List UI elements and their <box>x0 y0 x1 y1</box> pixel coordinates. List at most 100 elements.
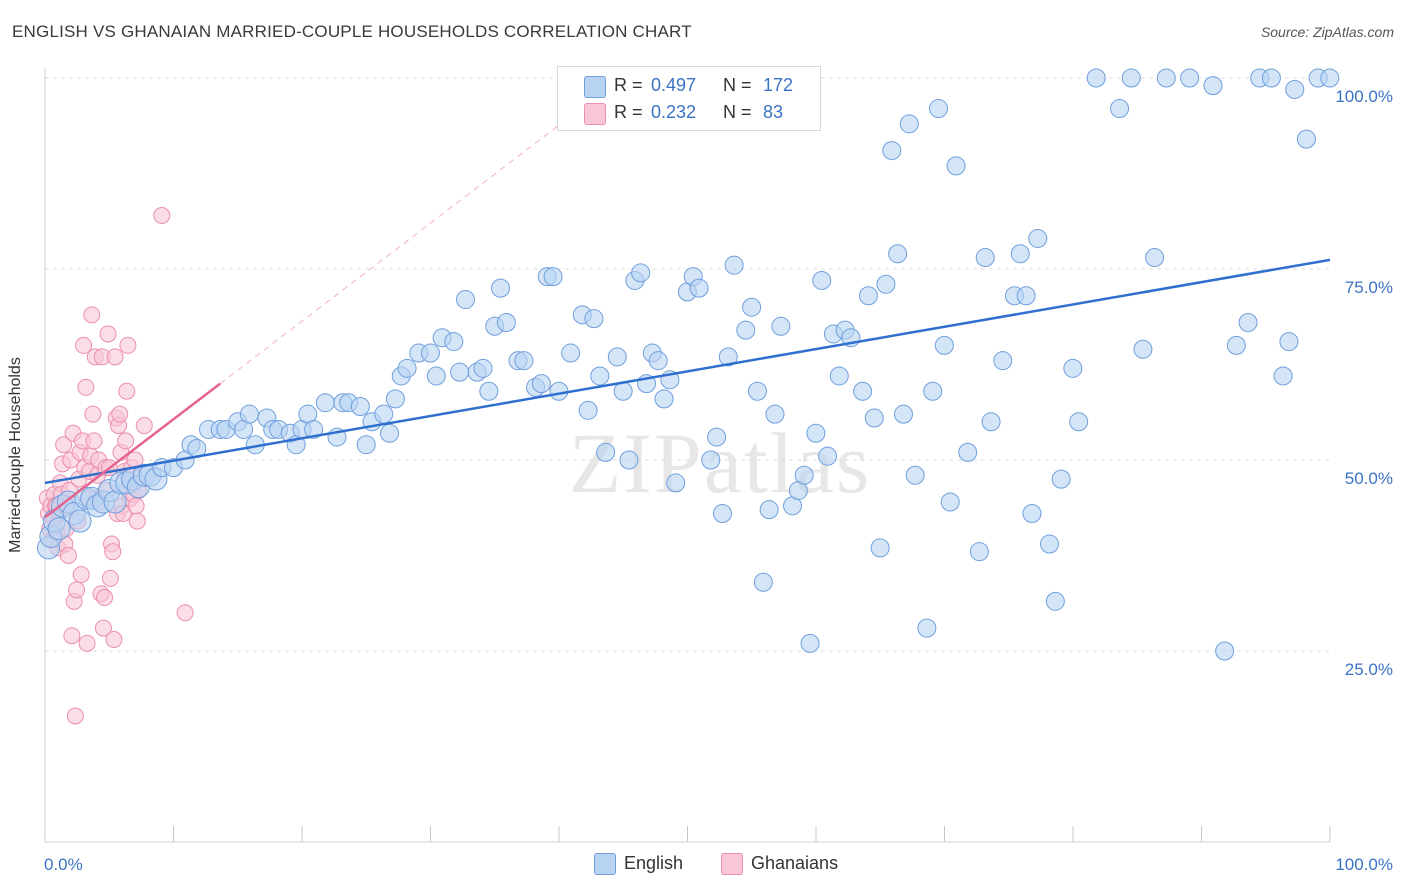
english-point <box>940 492 960 512</box>
ghanaians-point <box>128 512 146 530</box>
english-point <box>561 343 581 363</box>
ghanaians-point <box>118 382 136 400</box>
english-point <box>701 450 721 470</box>
english-point <box>648 351 668 371</box>
ghanaians-point <box>75 336 93 354</box>
ghanaians-legend-label: Ghanaians <box>751 853 839 873</box>
english-point <box>905 465 925 485</box>
english-point <box>496 312 516 332</box>
english-point <box>724 255 744 275</box>
english-point <box>818 446 838 466</box>
tick-labels: 25.0% 50.0% 75.0% 100.0% 0.0% 100.0% <box>44 87 1393 874</box>
english-point <box>742 297 762 317</box>
english-point <box>607 347 627 367</box>
english-point <box>876 274 896 294</box>
english-points <box>37 68 1340 661</box>
english-point <box>1273 366 1293 386</box>
english-point <box>531 374 551 394</box>
english-point <box>1110 99 1130 119</box>
ghanaians-n-label: N = <box>723 102 752 122</box>
english-point <box>596 442 616 462</box>
english-point <box>712 503 732 523</box>
ghanaians-point <box>119 336 137 354</box>
ghanaians-point <box>84 405 102 423</box>
english-point <box>103 490 127 514</box>
english-point <box>1016 286 1036 306</box>
ghanaians-point <box>55 436 73 454</box>
english-point <box>1039 534 1059 554</box>
ghanaians-point <box>59 547 77 564</box>
ghanaians-point <box>96 589 114 607</box>
y-tick-label-100: 100.0% <box>1335 87 1393 106</box>
ghanaians-n-value: 83 <box>763 102 784 122</box>
correlation-legend: R = 0.497 N = 172 R = 0.232 N = 83 <box>557 66 821 131</box>
english-point <box>385 389 405 409</box>
english-point <box>619 450 639 470</box>
english-point <box>707 427 727 447</box>
english-point <box>1069 412 1089 432</box>
english-point <box>1215 641 1235 661</box>
english-point <box>578 400 598 420</box>
ghanaians-legend-swatch <box>721 853 743 875</box>
english-point <box>864 408 884 428</box>
english-n-value: 172 <box>763 75 794 95</box>
english-point <box>420 343 440 363</box>
english-point <box>794 465 814 485</box>
english-point <box>1086 68 1106 88</box>
ghanaians-points <box>38 207 194 725</box>
english-point <box>397 358 417 378</box>
ghanaians-point <box>153 207 171 225</box>
english-point <box>759 500 779 520</box>
ghanaians-point <box>101 569 119 587</box>
english-swatch <box>584 76 606 98</box>
ghanaians-point <box>78 634 96 652</box>
english-point <box>1285 79 1305 99</box>
ghanaians-swatch <box>584 103 606 125</box>
english-point <box>1156 68 1176 88</box>
english-point <box>975 248 995 268</box>
ghanaians-trendline-extension <box>219 97 595 384</box>
english-point <box>1121 68 1141 88</box>
english-point <box>374 404 394 424</box>
english-legend-label: English <box>624 853 684 873</box>
english-point <box>946 156 966 176</box>
english-point <box>806 423 826 443</box>
english-point <box>549 381 569 401</box>
english-point <box>969 542 989 562</box>
y-tick-label-75: 75.0% <box>1345 278 1393 297</box>
ghanaians-point <box>68 581 86 599</box>
english-point <box>736 320 756 340</box>
ghanaians-point <box>105 631 123 649</box>
english-point <box>929 99 949 119</box>
english-point <box>239 404 259 424</box>
ghanaians-point <box>104 543 122 561</box>
english-point <box>455 290 475 310</box>
english-point <box>771 316 791 336</box>
english-point <box>666 473 686 493</box>
english-point <box>1320 68 1340 88</box>
english-point <box>870 538 890 558</box>
ghanaians-point <box>72 566 90 584</box>
english-point <box>1238 312 1258 332</box>
english-point <box>473 358 493 378</box>
ghanaians-point <box>135 417 153 435</box>
english-point <box>1180 68 1200 88</box>
english-point <box>315 393 335 413</box>
ghanaians-r-value: 0.232 <box>651 102 697 122</box>
english-point <box>426 366 446 386</box>
english-point <box>888 244 908 264</box>
source-label: Source: ZipAtlas.com <box>1260 24 1394 40</box>
english-point <box>350 397 370 417</box>
english-point <box>590 366 610 386</box>
ghanaians-point <box>176 604 194 622</box>
english-point <box>1022 503 1042 523</box>
english-point <box>68 509 92 533</box>
english-point <box>1261 68 1281 88</box>
english-point <box>491 278 511 298</box>
english-point <box>1203 76 1223 96</box>
english-point <box>47 517 71 541</box>
y-tick-label-50: 50.0% <box>1345 469 1393 488</box>
english-point <box>444 332 464 352</box>
english-point <box>812 270 832 290</box>
